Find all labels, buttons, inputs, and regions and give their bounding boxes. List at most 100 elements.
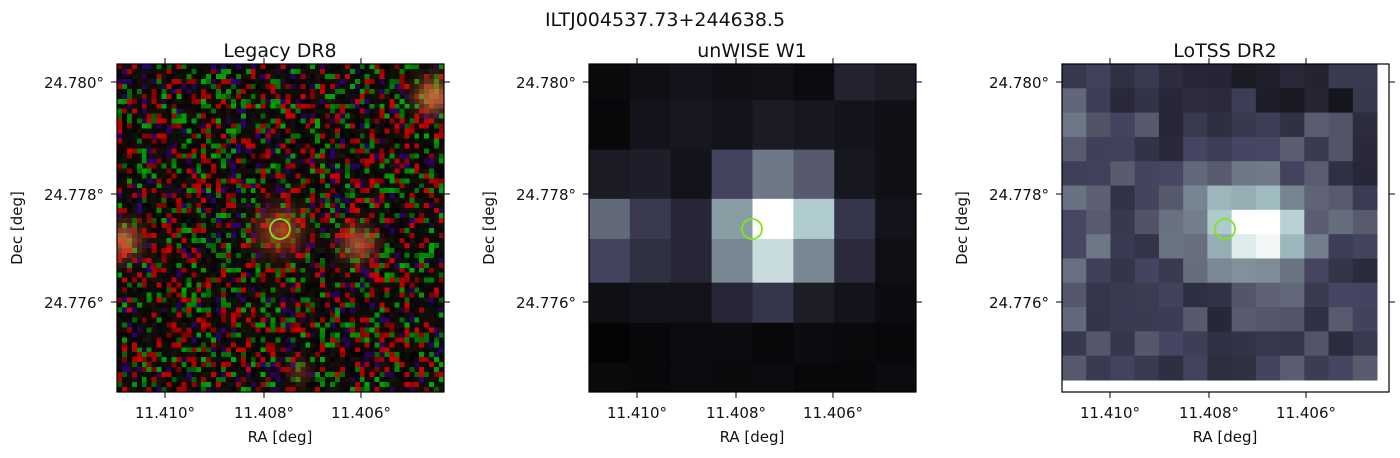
xtick-label: 11.410° [1080, 404, 1140, 422]
lotss-pixel [1255, 234, 1281, 259]
lotss-pixel [1328, 282, 1354, 308]
lotss-pixel [1134, 234, 1160, 259]
lotss-pixel [1086, 161, 1111, 187]
unwise-pixel [670, 149, 713, 200]
lotss-pixel [1255, 331, 1281, 357]
unwise-pixel [875, 362, 917, 393]
lotss-pixel [1231, 185, 1257, 211]
lotss-pixel [1183, 234, 1208, 259]
lotss-pixel [1183, 112, 1208, 138]
unwise-pixel [793, 282, 835, 324]
lotss-pixel [1328, 331, 1354, 357]
unwise-pixel [793, 64, 835, 101]
lotss-pixel [1280, 112, 1305, 138]
lotss-pixel [1255, 136, 1281, 162]
unwise-pixel [834, 64, 876, 101]
unwise-pixel [834, 100, 876, 151]
lotss-pixel [1231, 112, 1257, 138]
lotss-pixel [1158, 161, 1184, 187]
unwise-pixel [589, 100, 631, 151]
lotss-pixel [1110, 258, 1136, 284]
lotss-pixel [1255, 112, 1281, 138]
lotss-pixel [1110, 64, 1136, 89]
unwise-pixel [629, 64, 672, 101]
lotss-pixel [1255, 64, 1281, 89]
unwise-pixel [589, 238, 631, 284]
unwise-pixel [589, 198, 631, 240]
image-unwise-w1 [589, 64, 917, 393]
lotss-pixel [1280, 234, 1305, 259]
axes-frame [1061, 63, 1390, 393]
unwise-pixel [670, 198, 713, 240]
unwise-pixel [711, 362, 753, 393]
lotss-pixel [1086, 331, 1111, 357]
unwise-pixel [711, 64, 753, 101]
lotss-pixel [1158, 88, 1184, 114]
lotss-pixel [1207, 64, 1233, 89]
lotss-pixel [1062, 282, 1087, 308]
lotss-pixel [1134, 209, 1160, 235]
lotss-pixel [1280, 331, 1305, 357]
unwise-pixel [752, 64, 794, 101]
lotss-pixel [1352, 185, 1378, 211]
lotss-pixel [1110, 234, 1136, 259]
lotss-pixel [1134, 64, 1160, 89]
lotss-pixel [1255, 307, 1281, 332]
ticks [583, 58, 922, 398]
ticks [111, 58, 450, 398]
lotss-pixel [1134, 331, 1160, 357]
unwise-pixel [670, 322, 713, 364]
ytick-label: 24.776° [989, 294, 1049, 312]
lotss-pixel [1110, 282, 1136, 308]
unwise-pixel [793, 149, 835, 200]
ytick-label: 24.780° [44, 74, 104, 92]
lotss-pixel [1086, 185, 1111, 211]
unwise-pixel [670, 282, 713, 324]
lotss-pixel [1110, 209, 1136, 235]
unwise-pixel [875, 198, 917, 240]
lotss-pixel [1062, 234, 1087, 259]
lotss-pixel [1352, 258, 1378, 284]
lotss-pixel [1086, 136, 1111, 162]
unwise-pixel [834, 322, 876, 364]
lotss-pixel [1158, 64, 1184, 89]
y-axis-label: Dec [deg] [953, 191, 971, 265]
lotss-pixel [1328, 112, 1354, 138]
xtick-label: 11.410° [607, 404, 667, 422]
unwise-pixel [834, 238, 876, 284]
unwise-pixel [875, 322, 917, 364]
lotss-pixel [1158, 307, 1184, 332]
lotss-pixel [1183, 331, 1208, 357]
lotss-pixel [1231, 64, 1257, 89]
unwise-pixel [629, 322, 672, 364]
lotss-pixel [1158, 258, 1184, 284]
lotss-pixel [1158, 234, 1184, 259]
lotss-pixel [1328, 136, 1354, 162]
unwise-pixel [629, 362, 672, 393]
lotss-pixel [1280, 136, 1305, 162]
unwise-pixel [711, 322, 753, 364]
lotss-pixel [1158, 355, 1184, 381]
ytick-label: 24.780° [516, 74, 576, 92]
x-axis-label: RA [deg] [1193, 428, 1258, 446]
unwise-pixel [589, 282, 631, 324]
lotss-pixel [1110, 161, 1136, 187]
lotss-pixel [1280, 88, 1305, 114]
lotss-pixel [1328, 234, 1354, 259]
lotss-pixel [1183, 258, 1208, 284]
unwise-pixel [834, 362, 876, 393]
lotss-pixel [1280, 282, 1305, 308]
unwise-pixel [752, 238, 794, 284]
lotss-pixel [1086, 234, 1111, 259]
lotss-pixel [1207, 209, 1233, 235]
lotss-pixel [1328, 307, 1354, 332]
lotss-pixel [1062, 64, 1087, 89]
lotss-pixel [1352, 234, 1378, 259]
unwise-pixel [670, 100, 713, 151]
lotss-pixel [1183, 355, 1208, 381]
lotss-pixel [1062, 355, 1087, 381]
lotss-pixel [1183, 88, 1208, 114]
lotss-pixel [1158, 331, 1184, 357]
legacy-pixels [117, 64, 444, 392]
lotss-pixel [1062, 112, 1087, 138]
